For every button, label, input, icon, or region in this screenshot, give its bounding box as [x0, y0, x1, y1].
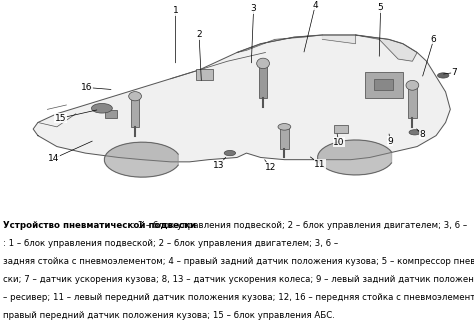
Bar	[280, 127, 289, 149]
Text: – ресивер; 11 – левый передний датчик положения кузова; 12, 16 – передняя стойка: – ресивер; 11 – левый передний датчик по…	[3, 293, 474, 302]
Bar	[408, 85, 417, 118]
Circle shape	[409, 130, 420, 135]
Text: : 1 – блок управления подвеской; 2 – блок управления двигателем; 3, 6 –: : 1 – блок управления подвеской; 2 – бло…	[3, 239, 338, 248]
Ellipse shape	[257, 58, 269, 69]
Bar	[131, 96, 139, 127]
Text: 8: 8	[419, 130, 425, 139]
Bar	[196, 69, 213, 80]
Polygon shape	[322, 35, 356, 44]
Text: 1: 1	[173, 6, 178, 16]
Text: 3: 3	[251, 4, 256, 13]
Text: 14: 14	[48, 154, 59, 163]
Text: 13: 13	[213, 161, 225, 170]
Text: правый передний датчик положения кузова; 15 – блок управления АБС.: правый передний датчик положения кузова;…	[3, 311, 335, 320]
Text: 7: 7	[451, 68, 457, 77]
Text: 5: 5	[378, 3, 383, 12]
Text: ски; 7 – датчик ускорения кузова; 8, 13 – датчик ускорения колеса; 9 – левый зад: ски; 7 – датчик ускорения кузова; 8, 13 …	[3, 275, 474, 284]
Circle shape	[438, 73, 449, 78]
Text: 15: 15	[55, 114, 66, 122]
Bar	[334, 125, 348, 133]
Bar	[374, 79, 393, 90]
Text: 9: 9	[387, 136, 393, 145]
Bar	[259, 64, 267, 98]
Polygon shape	[237, 35, 322, 52]
Circle shape	[224, 150, 236, 156]
Ellipse shape	[278, 123, 291, 130]
Polygon shape	[33, 35, 450, 162]
Polygon shape	[356, 35, 417, 61]
Text: 4: 4	[312, 1, 318, 10]
Circle shape	[91, 103, 112, 113]
Text: 11: 11	[314, 159, 326, 168]
Text: 10: 10	[333, 138, 345, 147]
Ellipse shape	[406, 80, 419, 90]
Polygon shape	[104, 142, 178, 177]
Text: 6: 6	[431, 35, 437, 44]
Text: 2: 2	[196, 30, 202, 40]
Text: Устройство пневматической подвески: Устройство пневматической подвески	[3, 221, 196, 230]
Ellipse shape	[128, 92, 141, 101]
Text: 12: 12	[264, 163, 276, 172]
Text: задняя стойка с пневмоэлементом; 4 – правый задний датчик положения кузова; 5 – : задняя стойка с пневмоэлементом; 4 – пра…	[3, 257, 474, 266]
Text: : 1 – блок управления подвеской; 2 – блок управления двигателем; 3, 6 –: : 1 – блок управления подвеской; 2 – бло…	[132, 221, 467, 230]
Bar	[365, 72, 403, 98]
Text: 16: 16	[81, 83, 92, 92]
Polygon shape	[318, 140, 392, 175]
Bar	[105, 110, 117, 118]
